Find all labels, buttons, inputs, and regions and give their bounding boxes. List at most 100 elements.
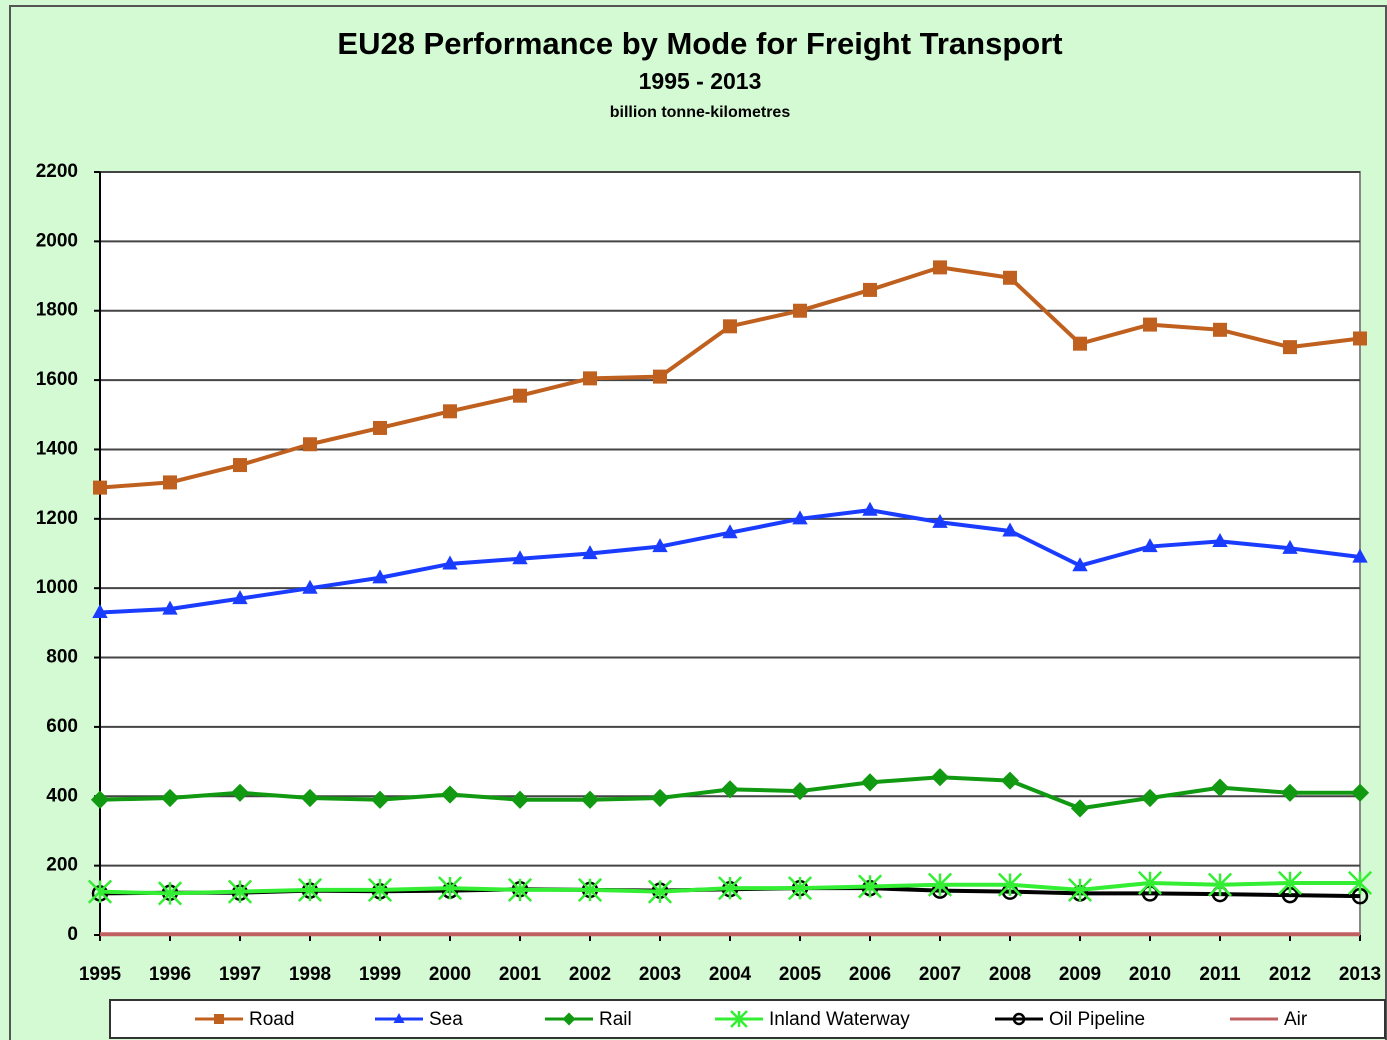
marker (857, 874, 883, 899)
x-tick-label: 2006 (849, 964, 891, 985)
y-tick-label: 600 (46, 716, 78, 737)
marker (653, 369, 667, 384)
y-tick-label: 1600 (36, 369, 78, 390)
x-tick-label: 2008 (989, 964, 1031, 985)
marker (1003, 270, 1017, 285)
marker (372, 569, 388, 584)
marker (300, 788, 320, 808)
marker (163, 475, 177, 490)
marker (1282, 539, 1298, 554)
marker (297, 877, 323, 902)
x-tick-label: 2000 (429, 964, 471, 985)
marker (232, 590, 248, 605)
marker (393, 1013, 405, 1023)
marker (1137, 870, 1163, 896)
marker (1277, 870, 1303, 896)
plot-area (99, 171, 1361, 936)
marker (367, 877, 393, 902)
x-tick-label: 1999 (359, 964, 401, 985)
marker (303, 437, 317, 452)
marker (92, 604, 108, 619)
marker (1012, 1012, 1026, 1026)
marker (227, 879, 253, 904)
y-tick-label: 0 (67, 924, 78, 945)
y-tick-label: 1800 (36, 300, 78, 321)
marker (930, 768, 950, 787)
marker (582, 545, 598, 560)
marker (997, 872, 1023, 897)
marker (717, 876, 743, 901)
y-tick-label: 1000 (36, 577, 78, 598)
y-tick-label: 200 (46, 855, 78, 876)
marker (512, 550, 528, 565)
marker (510, 790, 530, 809)
marker (1143, 317, 1157, 332)
y-tick-label: 1400 (36, 438, 78, 459)
marker (1210, 778, 1230, 797)
x-tick-label: 2004 (709, 964, 752, 985)
y-tick-label: 1200 (36, 508, 78, 529)
marker (580, 790, 600, 809)
x-tick-label: 2005 (779, 964, 822, 985)
marker (162, 600, 178, 615)
marker (1070, 799, 1090, 818)
marker (157, 881, 183, 906)
chart-title: EU28 Performance by Mode for Freight Tra… (337, 26, 1062, 61)
x-tick-label: 2012 (1269, 964, 1311, 985)
marker (647, 879, 673, 904)
x-tick-label: 2007 (919, 964, 961, 985)
marker (1280, 783, 1300, 802)
marker (720, 780, 740, 799)
marker (792, 510, 808, 525)
marker (860, 773, 880, 792)
x-tick-label: 2001 (499, 964, 542, 985)
marker (722, 524, 738, 539)
x-tick-label: 2013 (1339, 964, 1381, 985)
marker (1140, 788, 1160, 808)
y-tick-label: 400 (46, 785, 78, 806)
marker (1002, 522, 1018, 537)
marker (230, 783, 250, 802)
marker (87, 879, 113, 904)
y-tick-label: 800 (46, 647, 78, 668)
x-tick-label: 2003 (639, 964, 681, 985)
x-tick-label: 1997 (219, 964, 261, 985)
marker (863, 282, 877, 297)
marker (1283, 340, 1297, 355)
marker (652, 538, 668, 553)
marker (1207, 872, 1233, 897)
marker (437, 876, 463, 901)
marker (302, 579, 318, 594)
x-tick-label: 2011 (1199, 964, 1241, 985)
marker (862, 501, 878, 516)
units-label: billion tonne-kilometres (610, 104, 791, 121)
marker (93, 480, 107, 495)
marker (790, 781, 810, 801)
x-tick-label: 1995 (79, 964, 122, 985)
marker (577, 877, 603, 902)
marker (513, 388, 527, 403)
marker (650, 788, 670, 808)
legend-label: Inland Waterway (769, 1009, 910, 1030)
marker (1213, 322, 1227, 337)
marker (1353, 331, 1367, 346)
marker (1067, 877, 1093, 902)
marker (1212, 532, 1228, 547)
marker (927, 872, 953, 897)
marker (1350, 783, 1370, 802)
marker (723, 319, 737, 334)
marker (1000, 771, 1020, 790)
marker (730, 1010, 748, 1028)
marker (932, 513, 948, 528)
marker (787, 876, 813, 901)
legend-label: Sea (429, 1009, 463, 1030)
marker (214, 1014, 224, 1024)
marker (1072, 557, 1088, 572)
marker (933, 260, 947, 275)
marker (233, 458, 247, 473)
marker (90, 790, 110, 809)
legend-label: Air (1284, 1009, 1308, 1030)
x-tick-label: 2009 (1059, 964, 1101, 985)
marker (507, 877, 533, 902)
